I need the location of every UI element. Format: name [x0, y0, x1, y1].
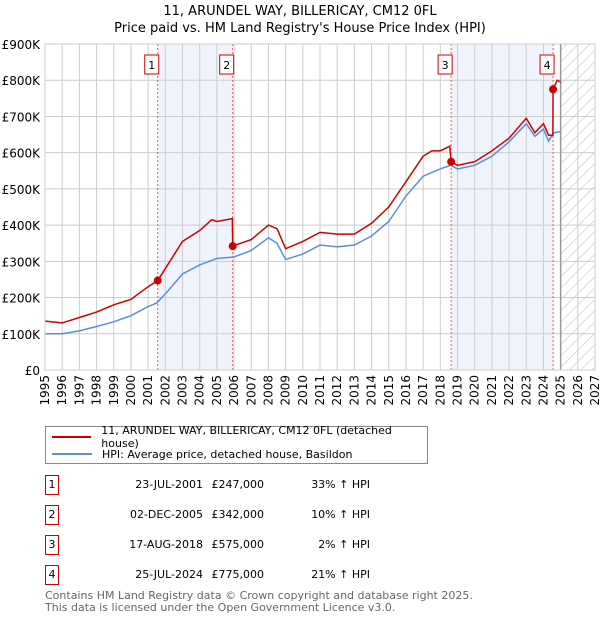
sale-number-badge: 1 [45, 475, 59, 495]
x-tick-label: 2007 [244, 375, 258, 406]
sale-number-label: 3 [442, 59, 449, 72]
x-tick-label: 2008 [261, 375, 275, 406]
x-tick-label: 2023 [519, 375, 533, 406]
legend-label: HPI: Average price, detached house, Basi… [102, 447, 353, 461]
x-tick-label: 2010 [296, 375, 310, 406]
sale-number-label: 2 [223, 59, 230, 72]
sale-row: 1 23-JUL-2001 £247,000 33% ↑ HPI [45, 475, 445, 495]
footer-licence: This data is licensed under the Open Gov… [45, 601, 396, 614]
sale-number-label: 1 [148, 59, 155, 72]
legend-swatch-red [52, 436, 92, 438]
x-tick-label: 2012 [330, 375, 344, 406]
x-tick-label: 2006 [227, 375, 241, 406]
x-tick-label: 2000 [124, 375, 138, 406]
sale-point [447, 157, 456, 166]
x-tick-label: 2013 [347, 375, 361, 406]
sale-row: 3 17-AUG-2018 £575,000 2% ↑ HPI [45, 535, 445, 555]
x-tick-label: 1998 [90, 375, 104, 406]
y-tick-label: £200K [2, 292, 42, 306]
legend-item-property: 11, ARUNDEL WAY, BILLERICAY, CM12 0FL (d… [52, 424, 427, 450]
x-tick-label: 2011 [313, 375, 327, 406]
x-tick-label: 2001 [141, 375, 155, 406]
y-tick-label: £600K [2, 147, 42, 161]
sale-number-badge: 4 [45, 565, 59, 585]
legend: 11, ARUNDEL WAY, BILLERICAY, CM12 0FL (d… [45, 424, 428, 464]
sale-date: 25-JUL-2024 [135, 568, 203, 581]
sale-number-box [539, 54, 555, 75]
y-tick-label: £900K [2, 38, 42, 52]
x-tick-label: 2019 [451, 375, 465, 406]
sale-hpi-change: 21% ↑ HPI [311, 568, 370, 581]
sale-row: 2 02-DEC-2005 £342,000 10% ↑ HPI [45, 505, 445, 525]
sale-number-badge: 3 [45, 535, 59, 555]
sale-number-box [144, 54, 160, 75]
y-tick-label: £500K [2, 183, 42, 197]
sale-number-box [437, 54, 453, 75]
x-tick-label: 2021 [485, 375, 499, 406]
y-tick-label: £400K [2, 219, 42, 233]
legend-swatch-blue [52, 453, 92, 455]
sale-point [549, 85, 558, 94]
sale-point [228, 242, 237, 251]
x-tick-label: 2014 [365, 375, 379, 406]
x-tick-label: 2025 [554, 375, 568, 406]
x-tick-label: 2024 [536, 375, 550, 406]
x-tick-label: 2020 [468, 375, 482, 406]
sale-row: 4 25-JUL-2024 £775,000 21% ↑ HPI [45, 565, 445, 585]
x-tick-label: 2027 [588, 375, 600, 406]
y-tick-label: £700K [2, 110, 42, 124]
sale-date: 02-DEC-2005 [129, 508, 203, 521]
x-tick-label: 1997 [72, 375, 86, 406]
sale-date: 17-AUG-2018 [129, 538, 203, 551]
sale-number-box [219, 54, 235, 75]
y-tick-label: £0 [25, 364, 40, 378]
x-tick-label: 2016 [399, 375, 413, 406]
ownership-shade [157, 44, 233, 370]
legend-item-hpi: HPI: Average price, detached house, Basi… [52, 446, 352, 462]
sale-price: £775,000 [211, 568, 265, 581]
x-tick-label: 2018 [433, 375, 447, 406]
y-tick-label: £100K [2, 328, 42, 342]
sale-hpi-change: 10% ↑ HPI [311, 508, 370, 521]
chart-title: 11, ARUNDEL WAY, BILLERICAY, CM12 0FL [163, 4, 437, 19]
y-tick-label: £300K [2, 255, 42, 269]
x-tick-label: 2004 [193, 375, 207, 406]
x-tick-label: 2003 [176, 375, 190, 406]
sale-number-label: 4 [544, 59, 551, 72]
legend-label: 11, ARUNDEL WAY, BILLERICAY, CM12 0FL (d… [101, 424, 392, 450]
x-tick-label: 2009 [279, 375, 293, 406]
x-tick-label: 1996 [55, 375, 69, 406]
x-tick-label: 1999 [107, 375, 121, 406]
x-tick-label: 2026 [571, 375, 585, 406]
x-tick-label: 2022 [502, 375, 516, 406]
x-tick-label: 2005 [210, 375, 224, 406]
x-tick-label: 2002 [158, 375, 172, 406]
footer: Contains HM Land Registry data © Crown c… [45, 590, 473, 614]
ownership-shade [451, 44, 554, 370]
sale-date: 23-JUL-2001 [135, 478, 203, 491]
sale-price: £247,000 [211, 478, 265, 491]
x-tick-label: 2015 [382, 375, 396, 406]
y-tick-label: £800K [2, 74, 42, 88]
sale-hpi-change: 33% ↑ HPI [311, 478, 370, 491]
hpi-line [45, 122, 561, 335]
sale-point [153, 276, 162, 285]
x-tick-label: 1995 [38, 375, 52, 406]
plot-frame [44, 43, 596, 371]
sale-number-badge: 2 [45, 505, 59, 525]
sale-hpi-change: 2% ↑ HPI [318, 538, 370, 551]
chart-subtitle: Price paid vs. HM Land Registry's House … [114, 21, 486, 36]
footer-copyright: Contains HM Land Registry data © Crown c… [45, 589, 473, 602]
x-tick-label: 2017 [416, 375, 430, 406]
sale-price: £342,000 [211, 508, 265, 521]
price-chart: 1995 1996 1997 1998 1999 2000 2001 2002 2003 2004… [2, 38, 600, 406]
sale-price: £575,000 [211, 538, 265, 551]
